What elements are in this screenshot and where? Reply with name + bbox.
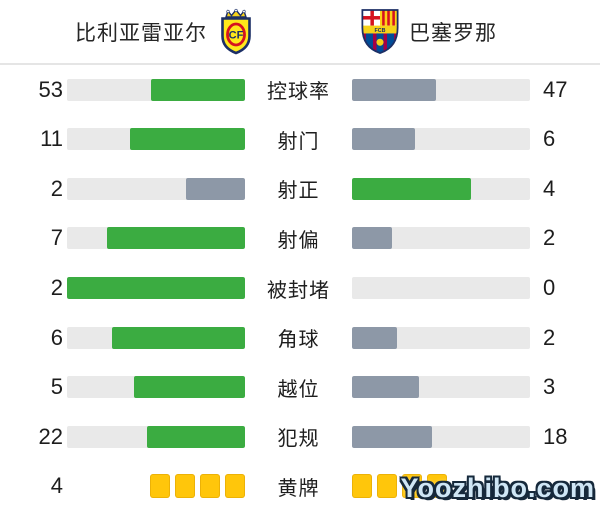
away-value: 2: [543, 225, 556, 251]
away-value: 18: [543, 423, 568, 449]
stat-label: 射正: [277, 180, 320, 203]
away-value: 0: [543, 275, 556, 301]
stat-label: 被封堵: [267, 279, 330, 302]
villarreal-crest-icon: CF: [221, 8, 251, 55]
svg-text:FCB: FCB: [374, 28, 385, 34]
away-bar-fill: [352, 177, 471, 200]
away-team: FCB 巴塞罗那: [300, 8, 600, 55]
away-value: 4: [543, 175, 556, 201]
home-value: 5: [50, 374, 63, 400]
yellow-card-icon: [200, 474, 220, 499]
svg-text:CF: CF: [229, 30, 244, 42]
yellow-card-icon: [427, 474, 447, 499]
home-bar-track: [67, 277, 245, 300]
stat-row-yellow-cards: 4 黄牌: [0, 462, 600, 511]
home-bar-fill: [67, 277, 245, 300]
yellow-card-icon: [225, 474, 245, 499]
home-bar-fill: [111, 326, 245, 349]
stats-list: 53 控球率 47 11 射门 6 2 射正 4 7: [0, 65, 600, 511]
stat-row: 6 角球 2: [0, 313, 600, 363]
stat-label: 犯规: [277, 428, 320, 451]
away-bar-fill: [352, 326, 397, 349]
home-value: 6: [50, 324, 63, 350]
home-bar-track: [67, 128, 245, 151]
home-bar-track: [67, 326, 245, 349]
home-cards: [67, 474, 245, 499]
away-bar-track: [352, 326, 530, 349]
stat-row: 7 射偏 2: [0, 214, 600, 264]
away-bar-track: [352, 227, 530, 250]
stat-row: 53 控球率 47: [0, 65, 600, 115]
home-bar-fill: [106, 227, 245, 250]
stat-label: 射门: [277, 130, 320, 153]
yellow-card-icon: [175, 474, 195, 499]
home-team-name: 比利亚雷亚尔: [75, 21, 207, 45]
away-bar-track: [352, 376, 530, 399]
stat-label: 控球率: [267, 81, 330, 104]
home-bar-track: [67, 177, 245, 200]
away-bar-fill: [352, 425, 433, 448]
home-bar-fill: [147, 425, 245, 448]
away-value: 6: [543, 126, 556, 152]
stat-row: 22 犯规 18: [0, 412, 600, 462]
away-bar-track: [352, 277, 530, 300]
away-bar-fill: [352, 78, 436, 101]
home-bar-fill: [129, 128, 245, 151]
yellow-card-icon: [402, 474, 422, 499]
stat-row: 5 越位 3: [0, 362, 600, 412]
stat-label: 越位: [277, 378, 320, 401]
away-value: 47: [543, 76, 568, 102]
home-team: 比利亚雷亚尔 CF: [0, 8, 300, 55]
away-value: 3: [543, 374, 556, 400]
home-bar-track: [67, 78, 245, 101]
away-bar-fill: [352, 376, 419, 399]
match-header: 比利亚雷亚尔 CF: [0, 0, 600, 65]
away-team-name: 巴塞罗那: [409, 21, 497, 45]
home-value: 22: [38, 423, 63, 449]
home-value: 2: [50, 275, 63, 301]
away-bar-fill: [352, 128, 415, 151]
stat-label: 角球: [277, 329, 320, 352]
yellow-card-icon: [150, 474, 170, 499]
home-bar-fill: [150, 78, 245, 101]
yellow-card-icon: [377, 474, 397, 499]
home-value: 4: [50, 473, 63, 499]
home-bar-fill: [133, 376, 245, 399]
home-value: 53: [38, 76, 63, 102]
home-bar-track: [67, 425, 245, 448]
watermark: Yoozhibo.com: [400, 473, 595, 503]
barcelona-crest-icon: FCB: [361, 9, 399, 54]
away-bar-fill: [352, 227, 392, 250]
away-bar-track: [352, 128, 530, 151]
home-value: 11: [40, 126, 63, 152]
stat-row: 2 射正 4: [0, 164, 600, 214]
home-bar-track: [67, 376, 245, 399]
yellow-card-icon: [352, 474, 372, 499]
stat-label: 黄牌: [277, 477, 320, 500]
away-bar-track: [352, 177, 530, 200]
home-value: 7: [50, 225, 63, 251]
home-value: 2: [50, 175, 63, 201]
home-bar-track: [67, 227, 245, 250]
stat-label: 射偏: [277, 229, 320, 252]
away-value: 2: [543, 324, 556, 350]
stat-row: 11 射门 6: [0, 115, 600, 165]
stat-row: 2 被封堵 0: [0, 263, 600, 313]
away-bar-track: [352, 78, 530, 101]
away-cards: [352, 474, 530, 499]
home-bar-fill: [185, 177, 245, 200]
away-bar-track: [352, 425, 530, 448]
